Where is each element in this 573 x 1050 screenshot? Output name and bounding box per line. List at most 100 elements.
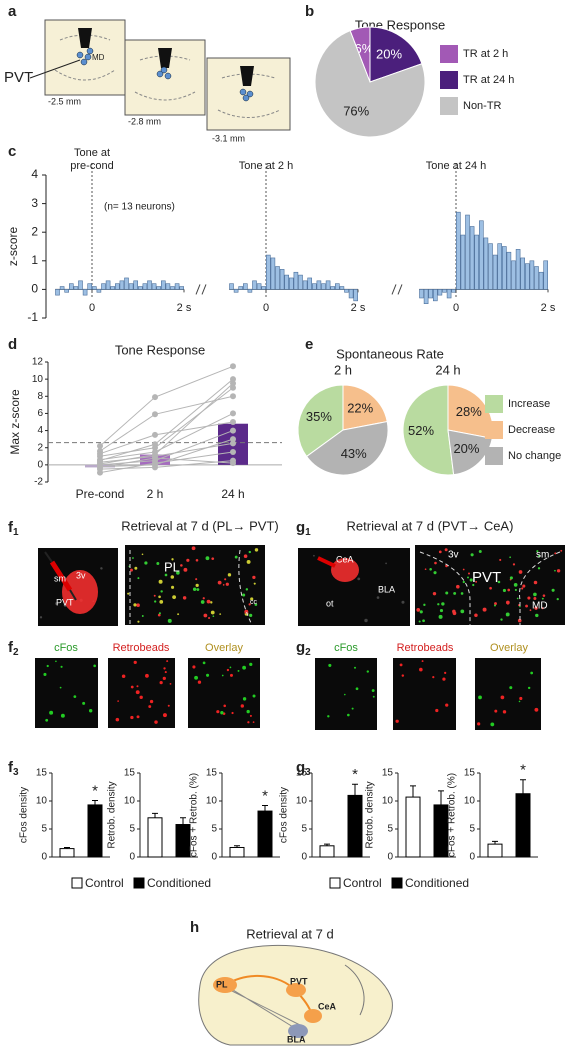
cell: [438, 550, 442, 554]
cell: [249, 613, 253, 617]
cell: [43, 672, 47, 676]
cell: [194, 675, 199, 680]
individual-point: [97, 457, 103, 464]
bar: [501, 246, 507, 290]
annotation: (n= 13 neurons): [104, 202, 175, 213]
cell: [432, 591, 437, 596]
segment-label: Tone at 24 h: [425, 160, 487, 172]
channel-image: [393, 658, 456, 730]
cell: [171, 585, 175, 589]
cell: [554, 552, 557, 555]
legend-label: Non-TR: [463, 100, 502, 112]
individual-line: [99, 378, 234, 462]
bar: [428, 289, 434, 299]
cell: [327, 715, 330, 718]
cell: [497, 580, 501, 584]
cell: [541, 597, 544, 600]
pie-label: 28%: [456, 404, 482, 419]
cell: [100, 567, 103, 570]
cell: [127, 592, 130, 595]
cell: [530, 671, 534, 675]
cell: [534, 606, 538, 610]
bar: [506, 251, 512, 290]
segment-label: Tone at pre-cond: [70, 147, 114, 172]
section-title: Retrieval at 7 d (PVT→ CeA): [347, 518, 514, 533]
image-label: CeA: [336, 554, 354, 564]
cell: [472, 583, 475, 587]
bar: [142, 283, 148, 290]
cell: [227, 573, 232, 577]
cell: [144, 561, 148, 565]
channel-label: Retrobeads: [113, 642, 170, 654]
bar: [55, 289, 60, 296]
image-label: cc: [250, 599, 258, 606]
chart-title: Spontaneous Rate: [336, 346, 444, 361]
bar: [488, 243, 493, 290]
cell: [478, 550, 482, 553]
y-tick-label: 10: [124, 796, 136, 807]
pie-slice: [447, 429, 493, 476]
cell: [254, 548, 259, 552]
cell: [343, 693, 346, 696]
cell: [516, 597, 519, 600]
chart-title: Tone Response: [115, 342, 205, 357]
cell: [160, 590, 163, 593]
bar: [101, 283, 106, 290]
cell: [513, 583, 518, 587]
cell: [395, 719, 399, 723]
legend-label: Control: [85, 876, 124, 890]
cell: [422, 619, 425, 623]
individual-point: [230, 410, 236, 417]
y-tick-label: 5: [469, 824, 475, 835]
cell: [519, 605, 521, 608]
bar: [478, 220, 484, 290]
cell: [210, 610, 215, 615]
bar: [174, 283, 180, 290]
image-label: PL: [164, 559, 180, 574]
cell: [441, 602, 445, 606]
bar: [465, 214, 470, 290]
cell: [313, 554, 315, 557]
image-label: PVT: [56, 597, 74, 607]
image-label: BLA: [378, 584, 395, 594]
cell: [158, 595, 161, 599]
bar: [243, 283, 248, 290]
bar: [307, 277, 313, 290]
cell: [452, 611, 457, 616]
region-bla: [288, 1024, 308, 1038]
cell: [509, 576, 513, 580]
bar: [110, 286, 115, 290]
cell: [217, 580, 222, 585]
legend-label: Conditioned: [405, 876, 469, 890]
projection: [224, 984, 301, 1031]
y-axis-label: cFos density: [279, 787, 290, 843]
cell: [220, 711, 224, 715]
boundary: [419, 551, 561, 625]
y-tick-label: 15: [296, 768, 308, 779]
individual-point: [97, 448, 103, 455]
cell: [163, 667, 166, 670]
cell: [130, 568, 133, 572]
bar: [330, 286, 336, 290]
bar: [469, 226, 475, 290]
cell: [533, 580, 538, 585]
pie-name: 24 h: [435, 362, 460, 377]
cell: [536, 550, 539, 553]
cell: [245, 588, 249, 591]
region-label: CeA: [318, 1001, 337, 1011]
cell: [556, 569, 561, 573]
legend-swatch: [133, 877, 145, 889]
y-tick-label: 1: [31, 253, 38, 267]
cell: [462, 580, 465, 584]
cell: [231, 711, 234, 715]
cell: [419, 610, 423, 614]
cell: [60, 713, 65, 718]
cell: [433, 571, 437, 575]
cell: [253, 582, 256, 585]
cell: [249, 662, 253, 667]
cell: [366, 670, 370, 673]
bar: [119, 280, 125, 290]
cell: [509, 686, 513, 690]
